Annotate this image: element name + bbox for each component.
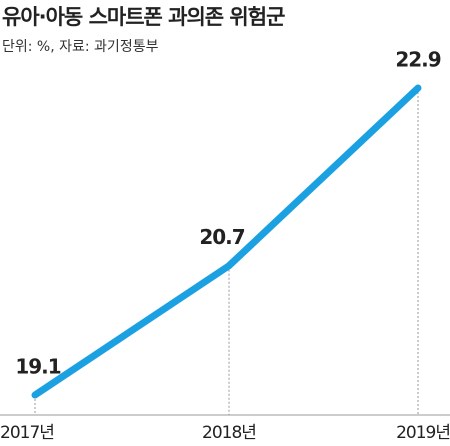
x-tick-label: 2019년 <box>396 423 450 443</box>
chart-title: 유아·아동 스마트폰 과의존 위험군 <box>2 5 285 29</box>
line <box>31 84 422 399</box>
chart-subtitle: 단위: %, 자료: 과기정통부 <box>2 39 159 55</box>
x-tick-label: 2017년 <box>0 423 54 443</box>
data-label: 20.7 <box>199 225 244 249</box>
x-tick-label: 2018년 <box>202 423 256 443</box>
data-label: 19.1 <box>15 355 60 379</box>
data-label: 22.9 <box>395 48 440 72</box>
